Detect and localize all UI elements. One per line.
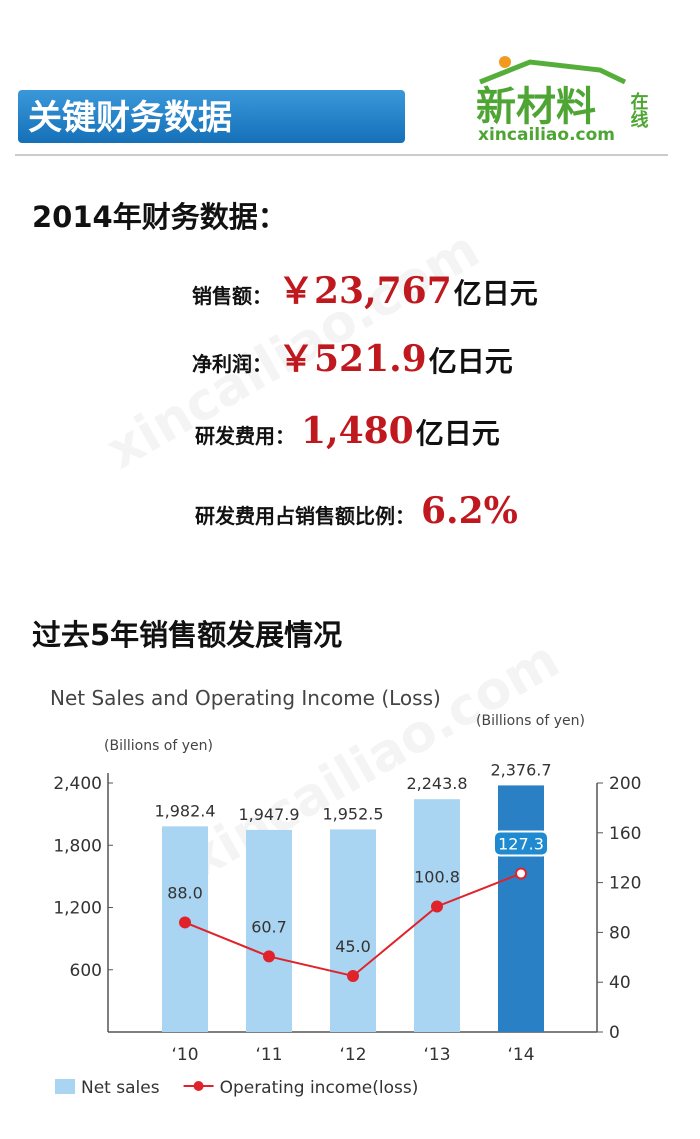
y-tick-label: 600: [70, 961, 102, 981]
item-label: 销售额：: [192, 284, 272, 308]
legend-label: Net sales: [81, 1078, 160, 1098]
bar: [414, 799, 460, 1032]
item-label: 净利润：: [192, 352, 272, 376]
header-title: 关键财务数据: [28, 98, 232, 138]
y2-tick-label: 80: [609, 923, 631, 943]
x-tick-label: ‘14: [507, 1045, 534, 1065]
chart: Net Sales and Operating Income (Loss) (Bi…: [50, 686, 641, 1098]
y2-tick-label: 40: [609, 973, 631, 993]
logo-roof: [479, 59, 627, 85]
item-unit: 亿日元: [453, 277, 538, 310]
x-tick-label: ‘13: [423, 1045, 450, 1065]
legend-swatch: [55, 1079, 75, 1094]
item-unit: 亿日元: [428, 345, 513, 378]
item-value: 6.2%: [421, 490, 518, 532]
bar-value-label: 1,982.4: [154, 801, 215, 820]
y-tick-label: 1,200: [53, 899, 102, 919]
y-tick-label: 2,400: [53, 774, 102, 794]
financial-item: 净利润： ￥521.9 亿日元: [192, 330, 513, 382]
logo-main: 新材料: [476, 84, 596, 130]
bar: [330, 829, 376, 1032]
value-label-box: [493, 830, 549, 857]
bar: [246, 829, 292, 1032]
logo-side: 在线: [628, 91, 649, 128]
financial-item: 销售额： ￥23,767 亿日元: [192, 262, 538, 314]
item-label: 研发费用占销售额比例：: [195, 504, 415, 528]
y2-tick-label: 200: [609, 774, 641, 794]
financials-title: 2014年财务数据：: [32, 200, 287, 234]
item-value: ￥23,767: [278, 270, 452, 312]
x-tick-label: ‘10: [171, 1045, 198, 1065]
line-point: [179, 916, 191, 929]
item-value: 1,480: [301, 410, 414, 452]
item-value: ￥521.9: [278, 338, 427, 380]
line-value-label: 45.0: [335, 937, 371, 956]
line-point: [347, 969, 359, 982]
chart-title: Net Sales and Operating Income (Loss): [50, 686, 441, 710]
legend-label: Operating income(loss): [220, 1078, 419, 1098]
y-tick-label: 1,800: [53, 836, 102, 856]
y2-axis-label: (Billions of yen): [476, 713, 585, 729]
bar-value-label: 2,376.7: [490, 760, 551, 779]
x-tick-label: ‘12: [339, 1045, 366, 1065]
bar-value-label: 1,952.5: [322, 804, 383, 823]
x-tick-label: ‘11: [255, 1045, 282, 1065]
y-axis-label: (Billions of yen): [104, 738, 213, 754]
section-title: 过去5年销售额发展情况: [32, 618, 343, 652]
bar: [498, 785, 544, 1032]
line-point: [515, 867, 527, 880]
bar-value-label: 1,947.9: [238, 805, 299, 824]
item-unit: 亿日元: [415, 417, 500, 450]
y2-tick-label: 160: [609, 824, 641, 844]
line-point: [431, 900, 443, 913]
item-label: 研发费用：: [195, 424, 295, 448]
bar-value-label: 2,243.8: [406, 774, 467, 793]
legend-swatch: [193, 1081, 204, 1091]
line-value-label: 100.8: [414, 868, 460, 887]
logo-dot: [499, 56, 511, 68]
financial-item: 研发费用占销售额比例： 6.2%: [195, 490, 520, 532]
line-value-label: 127.3: [498, 835, 544, 854]
line-point: [263, 950, 275, 963]
y2-tick-label: 0: [609, 1023, 620, 1043]
y2-tick-label: 120: [609, 874, 641, 894]
line-value-label: 88.0: [167, 883, 203, 902]
logo-url: xincailiao.com: [478, 125, 615, 145]
header-bar: [18, 90, 405, 143]
line-value-label: 60.7: [251, 917, 287, 936]
financial-item: 研发费用： 1,480 亿日元: [195, 410, 500, 452]
